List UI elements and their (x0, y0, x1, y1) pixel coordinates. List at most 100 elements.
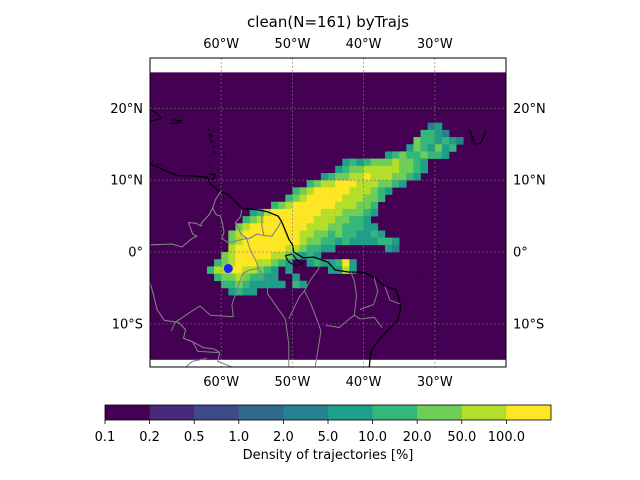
colorbar-tick-label: 1.0 (228, 430, 249, 445)
density-cell (235, 230, 243, 238)
density-cell (384, 244, 393, 253)
density-cell (349, 230, 357, 238)
coastline-barbados (223, 156, 226, 159)
density-cell (228, 287, 236, 296)
density-cell (271, 230, 279, 238)
density-cell (363, 172, 372, 181)
density-cell (399, 158, 407, 167)
border-venezuela (150, 222, 202, 248)
density-cell (249, 223, 258, 231)
density-cell (342, 208, 350, 217)
density-cell (263, 252, 272, 260)
density-cell (249, 287, 258, 296)
density-cell (249, 266, 258, 274)
colorbar-ticks: 0.1 0.2 0.5 1.0 2.0 5.0 10.0 20.0 50.0 100.0 (95, 420, 525, 445)
density-cell (342, 259, 350, 267)
density-cell (399, 151, 407, 159)
colorbar-swatch (283, 405, 329, 420)
lon-tick-label-bottom: 40°W (346, 375, 382, 390)
density-cell (221, 280, 229, 289)
density-cell (292, 194, 300, 203)
density-cell (413, 151, 421, 159)
density-cell (399, 172, 407, 181)
density-cell (370, 223, 379, 231)
density-cell (356, 180, 364, 188)
density-cell (384, 172, 393, 181)
density-cell (384, 158, 393, 167)
density-cell (342, 180, 350, 188)
density-cell (299, 208, 307, 217)
density-cell (306, 223, 315, 231)
density-cell (420, 165, 428, 174)
colorbar-tick-label: 100.0 (488, 430, 525, 445)
density-cell (356, 208, 364, 217)
density-cell (434, 137, 443, 145)
state-line-piaui-ceara (350, 271, 357, 316)
density-cell (413, 158, 421, 167)
density-cell (342, 165, 350, 174)
colorbar-tick-label: 0.5 (184, 430, 205, 445)
density-cell (235, 252, 243, 260)
density-cell (328, 216, 336, 224)
density-cell (278, 201, 286, 210)
density-cell (413, 165, 421, 174)
density-cell (278, 223, 286, 231)
density-cell (271, 216, 279, 224)
density-cell (456, 137, 464, 145)
density-cell (406, 151, 414, 159)
density-cell (285, 266, 293, 274)
density-cell (320, 187, 329, 195)
density-cell (384, 165, 393, 174)
density-cell (206, 266, 215, 274)
density-cell (263, 223, 272, 231)
lat-tick-label-left: 20°N (110, 102, 143, 117)
density-cell (306, 216, 315, 224)
colorbar-tick-label: 20.0 (403, 430, 432, 445)
density-cell (349, 158, 357, 167)
coastline-noronha (416, 278, 419, 281)
density-cell (363, 194, 372, 203)
density-cell (356, 237, 364, 246)
density-cell (228, 259, 236, 267)
density-cell (377, 158, 386, 167)
border-venezuela-brazil (200, 207, 214, 227)
colorbar-swatches (105, 405, 552, 420)
density-cell (363, 223, 372, 231)
density-cell (349, 201, 357, 210)
density-cell (370, 194, 379, 203)
density-cell (342, 194, 350, 203)
density-cell (320, 244, 329, 253)
density-cell (242, 252, 250, 260)
coastline-trinidad (207, 173, 216, 180)
density-cell (313, 244, 322, 253)
density-cell (349, 237, 357, 246)
density-cell (363, 165, 372, 174)
density-cell (434, 122, 443, 131)
density-cell (249, 208, 258, 217)
colorbar-swatch (506, 405, 552, 420)
density-cell (242, 223, 250, 231)
density-cell (285, 216, 293, 224)
coastline-saint-peter (438, 244, 441, 247)
density-cell (335, 201, 343, 210)
density-cell (285, 223, 293, 231)
density-cell (328, 208, 336, 217)
density-cell (263, 237, 272, 246)
density-cell (335, 172, 343, 181)
density-cell (256, 208, 265, 217)
density-cell (335, 230, 343, 238)
density-cell (370, 172, 379, 181)
density-cell (370, 201, 379, 210)
density-cell (292, 280, 300, 289)
density-cell (328, 223, 336, 231)
coastline-martinique (212, 145, 216, 149)
density-cell (320, 230, 329, 238)
density-cell (242, 273, 250, 282)
density-cell (342, 187, 350, 195)
density-cell (427, 151, 436, 159)
state-line-acre (170, 305, 201, 332)
density-cell (335, 259, 343, 267)
lon-tick-label-bottom: 50°W (274, 375, 310, 390)
marker-layer (223, 264, 233, 274)
density-cell (256, 216, 265, 224)
